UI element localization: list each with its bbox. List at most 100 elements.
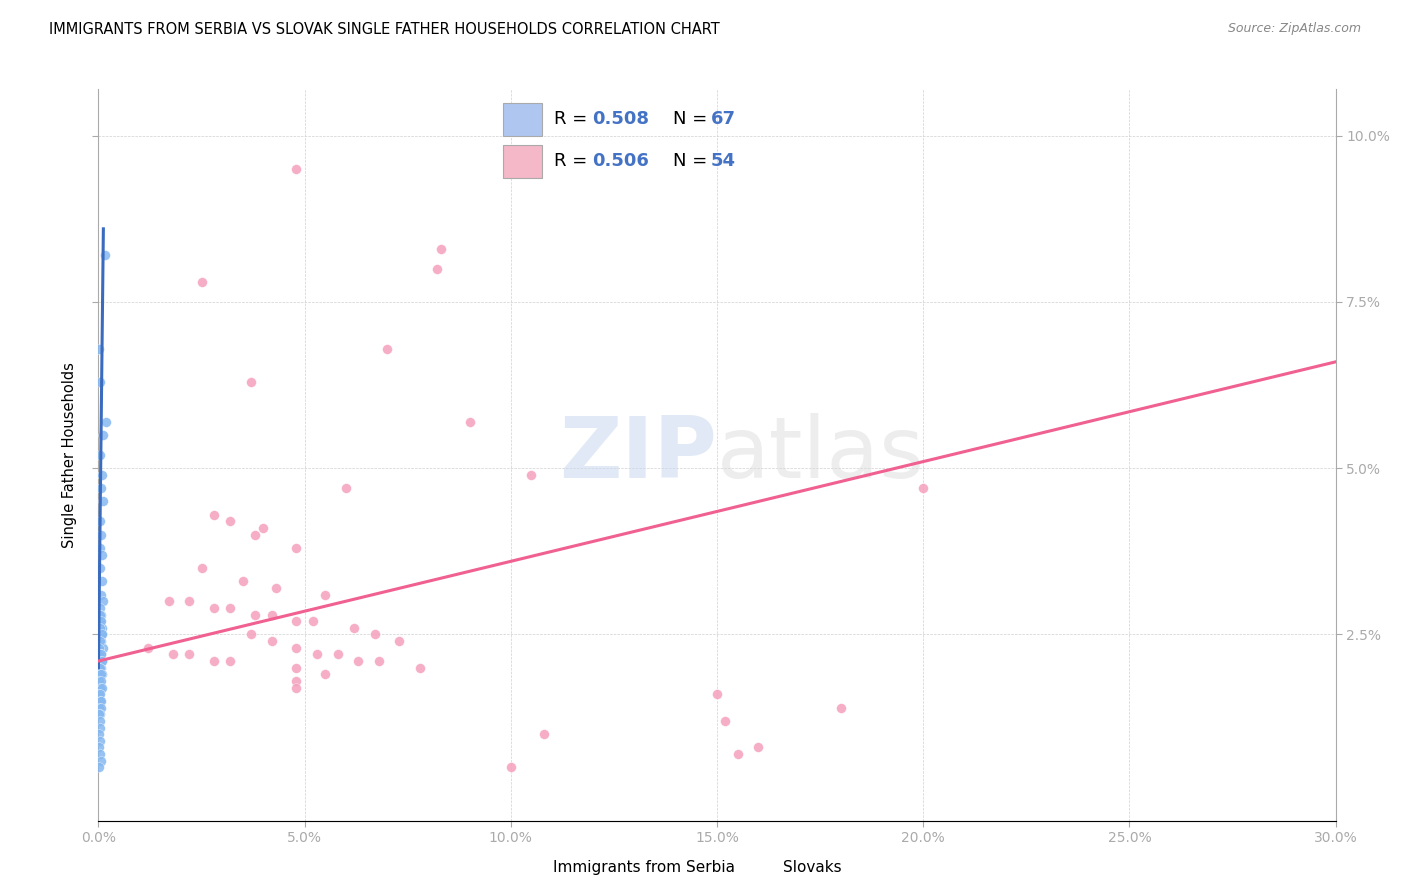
Point (89, 727, 111, 741)
Point (190, 275, 212, 289)
Point (90, 667, 112, 681)
Point (314, 588, 336, 602)
Point (285, 640, 308, 655)
Text: R =: R = (554, 153, 593, 170)
Text: R =: R = (554, 111, 593, 128)
Point (285, 661, 308, 675)
Point (219, 654, 242, 668)
Point (260, 634, 283, 648)
Point (91, 667, 114, 681)
Point (89, 654, 111, 668)
Point (87, 687, 110, 701)
Point (830, 700, 852, 714)
Point (90, 621, 112, 635)
Point (89, 607, 111, 622)
Point (90, 648, 112, 662)
Point (458, 415, 481, 429)
Point (87, 661, 110, 675)
Y-axis label: Single Father Households: Single Father Households (62, 362, 77, 548)
Point (260, 607, 283, 622)
Point (89, 448, 111, 462)
Point (499, 760, 522, 774)
Point (533, 727, 555, 741)
Point (89, 515, 111, 529)
Point (89, 687, 111, 701)
Point (90, 754, 112, 768)
Text: 54: 54 (711, 153, 737, 170)
Point (90, 654, 112, 668)
Point (285, 673, 308, 688)
Text: 67: 67 (711, 111, 737, 128)
Point (90, 614, 112, 628)
Point (243, 527, 266, 541)
Point (89, 673, 111, 688)
Point (388, 634, 411, 648)
Point (89, 734, 111, 748)
Text: 0.506: 0.506 (592, 153, 650, 170)
Point (202, 600, 225, 615)
Point (314, 667, 336, 681)
Point (335, 481, 357, 495)
Point (520, 467, 543, 482)
Bar (503, 103, 541, 136)
Point (93, 428, 115, 442)
Point (90, 634, 112, 648)
Point (89, 760, 111, 774)
Point (429, 242, 451, 256)
Point (89, 541, 111, 555)
Point (91, 548, 114, 562)
Point (90, 467, 112, 482)
Point (219, 600, 242, 615)
Point (426, 261, 449, 276)
Point (179, 648, 201, 662)
Point (243, 607, 266, 622)
Point (409, 661, 432, 675)
Text: N =: N = (672, 153, 713, 170)
Point (264, 581, 287, 595)
Point (89, 721, 111, 735)
Point (89, 614, 111, 628)
Text: N =: N = (672, 111, 713, 128)
Point (89, 667, 111, 681)
Point (285, 614, 308, 628)
Point (285, 161, 308, 176)
Point (91, 494, 114, 508)
Text: atlas: atlas (717, 413, 925, 497)
Point (202, 654, 225, 668)
Point (162, 648, 184, 662)
Point (305, 648, 328, 662)
Point (364, 627, 387, 641)
Point (285, 681, 308, 695)
Point (326, 648, 349, 662)
Point (219, 515, 242, 529)
Point (90, 673, 112, 688)
Point (89, 634, 111, 648)
Point (89, 667, 111, 681)
Text: ZIP: ZIP (560, 413, 717, 497)
Point (367, 654, 389, 668)
Bar (503, 145, 541, 178)
Point (179, 594, 201, 608)
Point (302, 614, 325, 628)
Point (89, 648, 111, 662)
Point (90, 574, 112, 589)
Point (91, 627, 114, 641)
Point (343, 621, 366, 635)
Point (89, 661, 111, 675)
Point (727, 747, 749, 761)
Point (90, 694, 112, 708)
Point (89, 694, 111, 708)
Point (136, 640, 159, 655)
Text: Slovaks: Slovaks (783, 861, 842, 875)
Point (87, 707, 110, 722)
Point (94, 415, 117, 429)
Point (90, 527, 112, 541)
Point (240, 375, 263, 389)
Text: Source: ZipAtlas.com: Source: ZipAtlas.com (1227, 22, 1361, 36)
Point (90, 661, 112, 675)
Point (706, 687, 728, 701)
Point (91, 640, 114, 655)
Point (89, 342, 111, 356)
Point (240, 627, 263, 641)
Point (89, 375, 111, 389)
